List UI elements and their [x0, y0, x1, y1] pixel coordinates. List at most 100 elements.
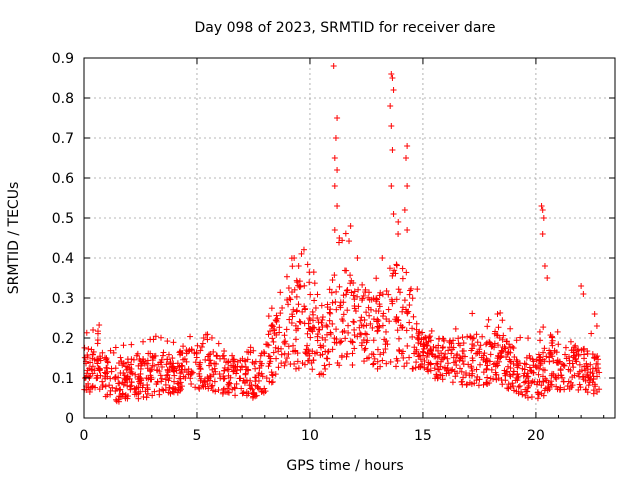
data-point: [136, 374, 143, 381]
data-point: [300, 246, 307, 253]
data-point: [85, 345, 92, 352]
data-points: [81, 63, 603, 405]
data-point: [188, 380, 195, 387]
data-point: [376, 292, 383, 299]
data-point: [524, 394, 531, 401]
data-point: [370, 360, 377, 367]
data-point: [430, 343, 437, 350]
data-point: [370, 337, 377, 344]
data-point: [116, 380, 123, 387]
data-point: [281, 340, 288, 347]
data-point: [436, 352, 443, 359]
data-point: [424, 342, 431, 349]
data-point: [473, 331, 480, 338]
data-point: [369, 324, 376, 331]
data-point: [315, 326, 322, 333]
data-point: [131, 391, 138, 398]
data-point: [536, 328, 543, 335]
data-point: [344, 286, 351, 293]
data-point: [192, 384, 199, 391]
data-point: [86, 388, 93, 395]
data-point: [395, 218, 402, 225]
data-point: [359, 295, 366, 302]
data-point: [525, 335, 532, 342]
data-point: [379, 291, 386, 298]
data-point: [331, 272, 338, 279]
data-point: [560, 362, 567, 369]
data-point: [393, 262, 400, 269]
data-point: [593, 323, 600, 329]
data-point: [206, 372, 213, 379]
x-tick-label: 0: [80, 428, 89, 444]
data-point: [375, 317, 382, 324]
data-point: [219, 353, 226, 360]
data-point: [446, 370, 453, 377]
data-point: [214, 352, 221, 359]
data-point: [494, 311, 501, 317]
data-point: [169, 388, 176, 395]
x-tick-label: 20: [527, 428, 545, 444]
data-point: [503, 338, 510, 345]
data-point: [567, 367, 574, 374]
data-point: [395, 335, 402, 342]
data-point: [189, 369, 196, 376]
data-point: [220, 375, 227, 382]
data-point: [525, 382, 532, 389]
data-point: [147, 336, 154, 343]
data-point: [99, 349, 106, 356]
data-point: [310, 269, 317, 276]
data-point: [579, 374, 586, 381]
data-point: [565, 378, 572, 385]
data-point: [275, 348, 282, 355]
data-point: [140, 393, 147, 400]
data-point: [102, 373, 109, 380]
data-point: [393, 318, 400, 325]
data-point: [156, 391, 163, 398]
data-point: [350, 279, 357, 286]
data-point: [555, 341, 562, 348]
data-point: [404, 183, 411, 189]
data-point: [374, 358, 381, 365]
data-point: [85, 384, 92, 391]
data-point: [176, 349, 183, 356]
data-point: [533, 381, 540, 388]
data-point: [290, 342, 297, 349]
data-point: [527, 367, 534, 374]
data-point: [179, 363, 186, 370]
data-point: [352, 308, 359, 315]
data-point: [469, 370, 476, 377]
data-point: [117, 370, 124, 377]
data-point: [149, 362, 156, 369]
data-point: [428, 327, 435, 334]
data-point: [268, 305, 275, 312]
data-point: [81, 344, 88, 351]
data-point: [200, 379, 207, 386]
data-point: [104, 358, 111, 365]
data-point: [187, 333, 194, 340]
data-point: [456, 365, 463, 372]
data-point: [84, 370, 91, 377]
data-point: [327, 331, 334, 338]
data-point: [261, 350, 268, 357]
data-point: [286, 295, 293, 302]
data-point: [185, 366, 192, 373]
data-point: [485, 316, 492, 323]
data-point: [157, 334, 164, 341]
data-point: [276, 324, 283, 331]
data-point: [519, 391, 526, 398]
data-point: [469, 355, 476, 362]
data-point: [324, 304, 331, 311]
data-point: [483, 339, 490, 346]
data-point: [163, 361, 170, 368]
y-tick-label: 0.8: [52, 91, 74, 107]
data-point: [537, 354, 544, 361]
data-point: [590, 390, 597, 397]
data-point: [322, 365, 329, 372]
data-point: [377, 363, 384, 370]
data-point: [289, 263, 296, 270]
data-point: [571, 372, 578, 379]
data-point: [513, 356, 520, 363]
data-point: [96, 353, 103, 360]
data-point: [509, 380, 516, 387]
data-point: [338, 352, 345, 359]
